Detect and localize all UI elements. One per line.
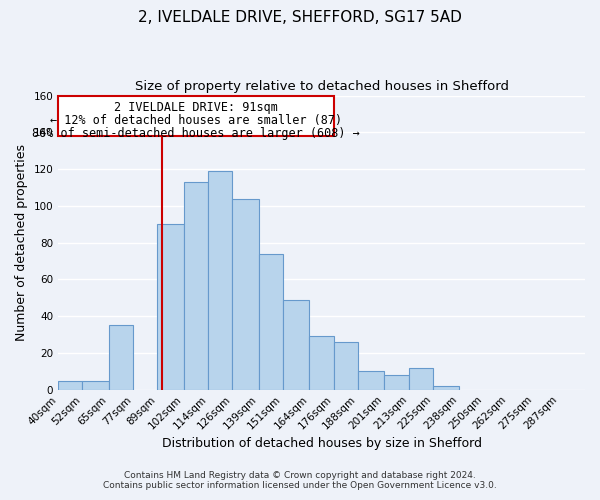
Text: 2, IVELDALE DRIVE, SHEFFORD, SG17 5AD: 2, IVELDALE DRIVE, SHEFFORD, SG17 5AD	[138, 10, 462, 25]
Bar	[208, 171, 232, 390]
Bar	[358, 372, 385, 390]
Bar	[259, 254, 283, 390]
Bar	[310, 336, 334, 390]
Bar	[157, 224, 184, 390]
Text: ← 12% of detached houses are smaller (87): ← 12% of detached houses are smaller (87…	[50, 114, 342, 127]
Bar	[334, 342, 358, 390]
Bar	[433, 386, 460, 390]
Text: 2 IVELDALE DRIVE: 91sqm: 2 IVELDALE DRIVE: 91sqm	[114, 101, 278, 114]
X-axis label: Distribution of detached houses by size in Shefford: Distribution of detached houses by size …	[161, 437, 482, 450]
FancyBboxPatch shape	[58, 96, 334, 136]
Bar	[109, 326, 133, 390]
Bar	[58, 380, 82, 390]
Bar	[82, 380, 109, 390]
Bar	[409, 368, 433, 390]
Bar	[385, 375, 409, 390]
Title: Size of property relative to detached houses in Shefford: Size of property relative to detached ho…	[134, 80, 509, 93]
Text: Contains HM Land Registry data © Crown copyright and database right 2024.
Contai: Contains HM Land Registry data © Crown c…	[103, 470, 497, 490]
Bar	[283, 300, 310, 390]
Bar	[184, 182, 208, 390]
Bar	[232, 198, 259, 390]
Y-axis label: Number of detached properties: Number of detached properties	[15, 144, 28, 341]
Text: 86% of semi-detached houses are larger (608) →: 86% of semi-detached houses are larger (…	[32, 127, 360, 140]
